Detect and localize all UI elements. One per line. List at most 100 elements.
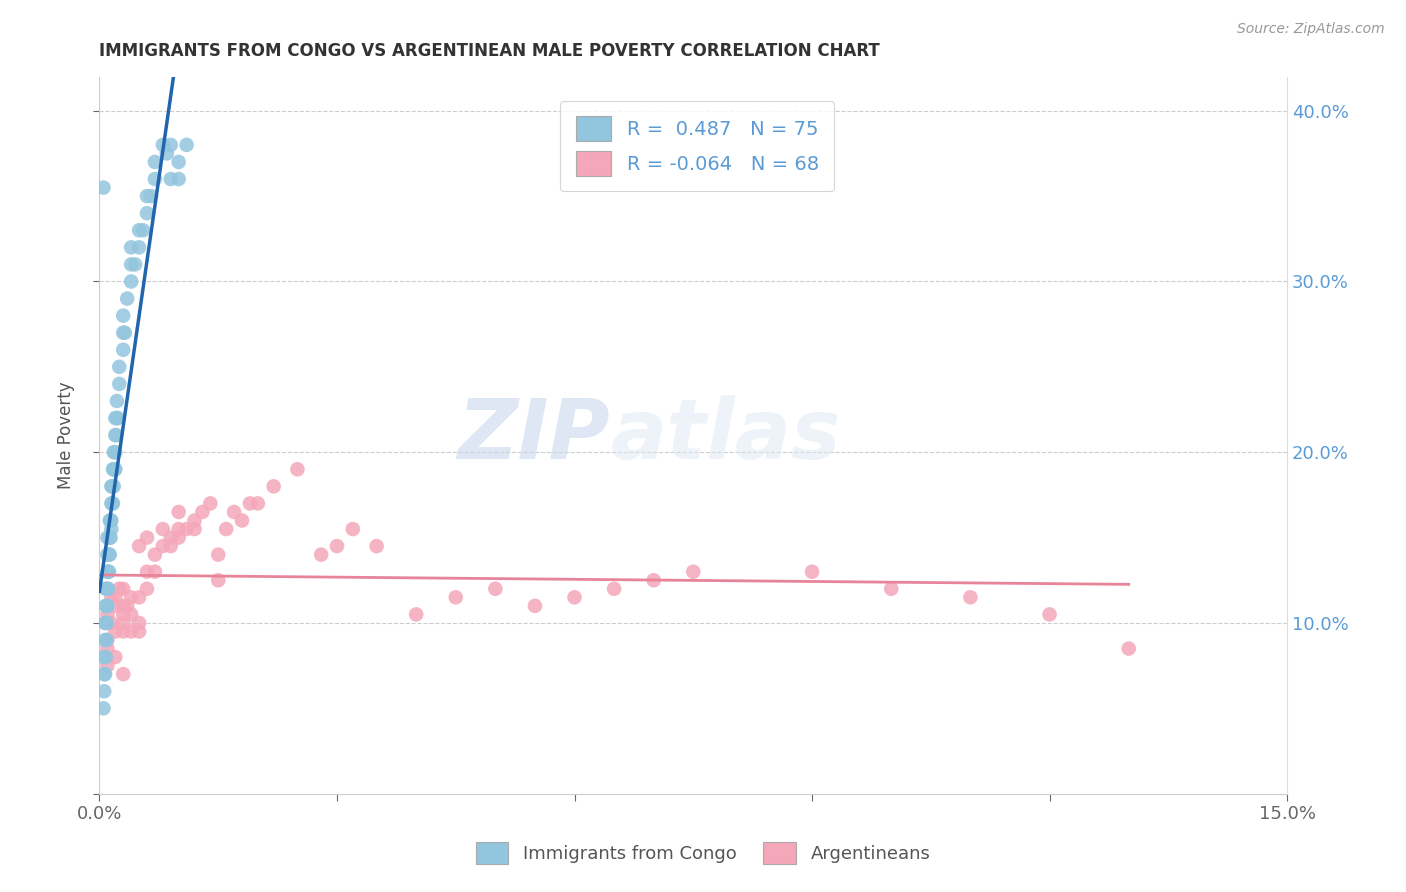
Point [96,565,118,579]
Point [104,599,127,613]
Point [239,496,262,510]
Point [309,548,332,562]
Point [96,599,118,613]
Point [98,565,121,579]
Point [183,522,205,536]
Point [564,591,586,605]
Point [366,539,388,553]
Point [128,591,150,605]
Point [152,522,174,536]
Point [484,582,506,596]
Point [120,240,142,254]
Point [128,223,150,237]
Point [115,599,138,613]
Point [97,582,120,596]
Point [136,206,159,220]
Point [100,514,122,528]
Point [124,257,146,271]
Point [215,522,238,536]
Legend: Immigrants from Congo, Argentineans: Immigrants from Congo, Argentineans [461,828,945,879]
Point [103,462,125,476]
Point [96,633,118,648]
Point [143,565,166,579]
Point [94,615,117,630]
Point [136,582,159,596]
Point [98,548,121,562]
Legend: R =  0.487   N = 75, R = -0.064   N = 68: R = 0.487 N = 75, R = -0.064 N = 68 [561,101,834,192]
Point [167,155,190,169]
Point [128,539,150,553]
Point [128,615,150,630]
Point [136,189,159,203]
Point [104,428,127,442]
Point [112,624,135,639]
Point [643,574,665,588]
Point [93,667,115,681]
Point [93,701,115,715]
Point [159,539,181,553]
Point [107,411,129,425]
Point [96,548,118,562]
Point [176,137,198,152]
Point [176,522,198,536]
Point [120,607,142,622]
Point [96,633,118,648]
Point [96,641,118,656]
Point [603,582,626,596]
Point [342,522,364,536]
Point [128,240,150,254]
Point [120,275,142,289]
Point [100,522,122,536]
Point [112,582,135,596]
Point [108,376,131,391]
Point [167,505,190,519]
Point [1118,641,1140,656]
Point [112,309,135,323]
Point [191,505,214,519]
Point [159,531,181,545]
Point [98,514,121,528]
Text: IMMIGRANTS FROM CONGO VS ARGENTINEAN MALE POVERTY CORRELATION CHART: IMMIGRANTS FROM CONGO VS ARGENTINEAN MAL… [100,42,880,60]
Text: Source: ZipAtlas.com: Source: ZipAtlas.com [1237,22,1385,37]
Point [167,172,190,186]
Point [405,607,427,622]
Point [100,514,122,528]
Point [136,565,159,579]
Point [682,565,704,579]
Point [143,155,166,169]
Point [101,479,124,493]
Point [105,394,128,409]
Point [444,591,467,605]
Point [105,428,128,442]
Point [104,411,127,425]
Point [103,445,125,459]
Point [104,624,127,639]
Point [100,531,122,545]
Point [96,607,118,622]
Point [207,574,229,588]
Point [167,531,190,545]
Point [98,548,121,562]
Point [1038,607,1060,622]
Point [132,223,155,237]
Point [108,359,131,374]
Point [100,591,122,605]
Point [96,599,118,613]
Point [287,462,309,476]
Point [104,650,127,665]
Y-axis label: Male Poverty: Male Poverty [58,381,75,489]
Point [98,531,121,545]
Point [96,582,118,596]
Point [94,667,117,681]
Point [112,667,135,681]
Point [105,411,128,425]
Point [207,548,229,562]
Point [246,496,269,510]
Point [101,462,124,476]
Point [120,624,142,639]
Point [112,615,135,630]
Point [100,496,122,510]
Point [103,479,125,493]
Point [112,343,135,357]
Point [159,172,181,186]
